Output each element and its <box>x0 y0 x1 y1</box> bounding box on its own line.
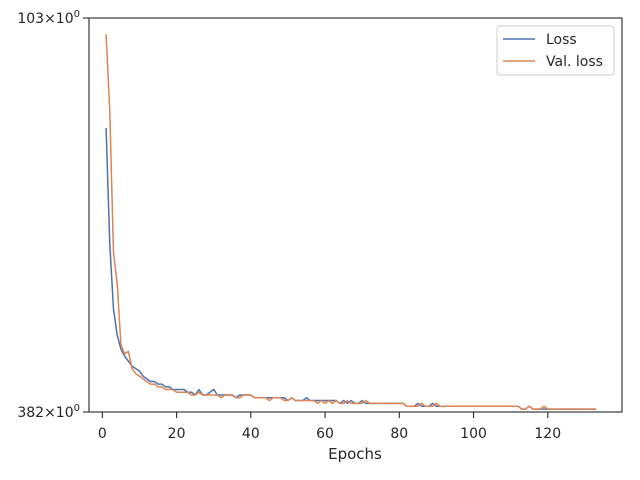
x-tick-label: 0 <box>98 426 107 442</box>
series-line-val-loss <box>105 34 597 410</box>
x-tick-label: 60 <box>316 426 334 442</box>
x-tick-label: 120 <box>534 426 561 442</box>
x-axis-ticks: 0 20 40 60 80 100 120 <box>98 412 561 442</box>
x-tick-label: 40 <box>242 426 260 442</box>
x-axis-label: Epochs <box>328 445 382 463</box>
y-axis-ticks: 382×100 103×100 <box>17 9 89 421</box>
plot-area <box>88 17 623 413</box>
y-tick-label: 382×100 <box>17 403 80 421</box>
x-tick-label: 100 <box>460 426 487 442</box>
x-tick-label: 20 <box>168 426 186 442</box>
y-tick-label: 103×100 <box>17 9 80 27</box>
legend: Loss Val. loss <box>496 25 615 76</box>
legend-label: Val. loss <box>546 54 603 70</box>
series-lines <box>105 34 597 410</box>
legend-label: Loss <box>546 32 577 48</box>
x-tick-label: 80 <box>390 426 408 442</box>
